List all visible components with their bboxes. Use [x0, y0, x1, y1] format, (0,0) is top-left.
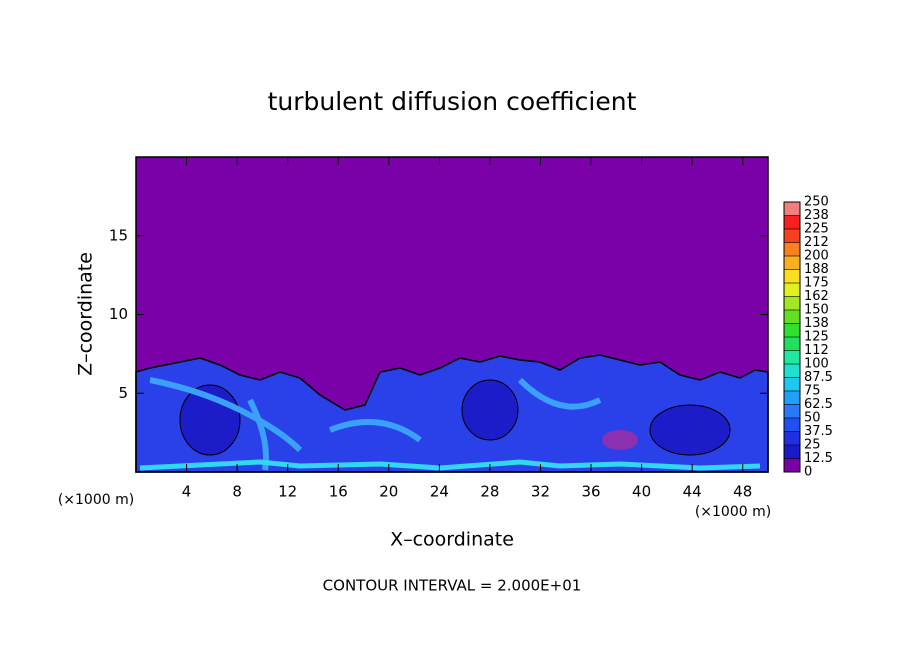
colorbar-segment — [784, 269, 800, 283]
colorbar-segment — [784, 377, 800, 391]
x-tick-label: 4 — [182, 483, 192, 501]
blob — [461, 379, 519, 441]
colorbar-label: 188 — [804, 262, 829, 277]
x-tick-label: 20 — [379, 483, 398, 501]
colorbar-segment — [784, 242, 800, 256]
x-tick-label: 44 — [683, 483, 702, 501]
blob — [602, 430, 638, 450]
streak — [139, 459, 761, 471]
colorbar-label: 100 — [804, 357, 829, 372]
colorbar-label: 25 — [804, 438, 821, 453]
colorbar-label: 250 — [804, 195, 829, 210]
colorbar-segment — [784, 391, 800, 405]
colorbar-segment — [784, 310, 800, 324]
chart-title: turbulent diffusion coefficient — [268, 87, 637, 116]
colorbar-label: 12.5 — [804, 451, 833, 466]
colorbar-segment — [784, 215, 800, 229]
x-tick-label: 36 — [581, 483, 600, 501]
colorbar-segment — [784, 337, 800, 351]
y-tick-label: 10 — [109, 305, 128, 323]
colorbar-segment — [784, 404, 800, 418]
colorbar-label: 138 — [804, 316, 829, 331]
y-tick-label: 5 — [118, 384, 128, 402]
x-tick-label: 48 — [733, 483, 752, 501]
colorbar-label: 112 — [804, 343, 829, 358]
colorbar-segment — [784, 418, 800, 432]
colorbar-segment — [784, 445, 800, 459]
colorbar-label: 225 — [804, 222, 829, 237]
x-tick-label: 40 — [632, 483, 651, 501]
colorbar-label: 175 — [804, 276, 829, 291]
y-tick-label: 15 — [109, 226, 128, 244]
colorbar-segment — [784, 296, 800, 310]
x-tick-label: 28 — [480, 483, 499, 501]
colorbar-label: 200 — [804, 249, 829, 264]
field — [135, 157, 769, 473]
colorbar-label: 75 — [804, 384, 821, 399]
colorbar-label: 125 — [804, 330, 829, 345]
colorbar-label: 0 — [804, 465, 812, 480]
colorbar-label: 87.5 — [804, 370, 833, 385]
colorbar-segment — [784, 229, 800, 243]
streak — [149, 377, 602, 471]
colorbar-label: 62.5 — [804, 397, 833, 412]
colorbar-segment — [784, 350, 800, 364]
x-tick-label: 16 — [329, 483, 348, 501]
colorbar-segment — [784, 323, 800, 337]
colorbar-label: 37.5 — [804, 424, 833, 439]
x-tick-label: 8 — [232, 483, 242, 501]
colorbar-label: 50 — [804, 411, 821, 426]
x-unit-right: (×1000 m) — [695, 504, 771, 520]
colorbar-segment — [784, 202, 800, 216]
x-unit-left: (×1000 m) — [58, 492, 134, 508]
footer: CONTOUR INTERVAL = 2.000E+01 — [323, 577, 582, 595]
colorbar-segment — [784, 431, 800, 445]
colorbar-label: 150 — [804, 303, 829, 318]
colorbar-segment — [784, 256, 800, 270]
colorbar-segment — [784, 458, 800, 472]
y-axis-label: Z–coordinate — [75, 252, 97, 376]
blob — [649, 404, 731, 456]
colorbar-segment — [784, 364, 800, 378]
x-axis-label: X–coordinate — [390, 529, 514, 551]
x-tick-label: 32 — [531, 483, 550, 501]
colorbar-segment — [784, 283, 800, 297]
x-tick-label: 12 — [278, 483, 297, 501]
colorbar-label: 162 — [804, 289, 829, 304]
colorbar-label: 212 — [804, 235, 829, 250]
colorbar-label: 238 — [804, 208, 829, 223]
x-tick-label: 24 — [430, 483, 449, 501]
